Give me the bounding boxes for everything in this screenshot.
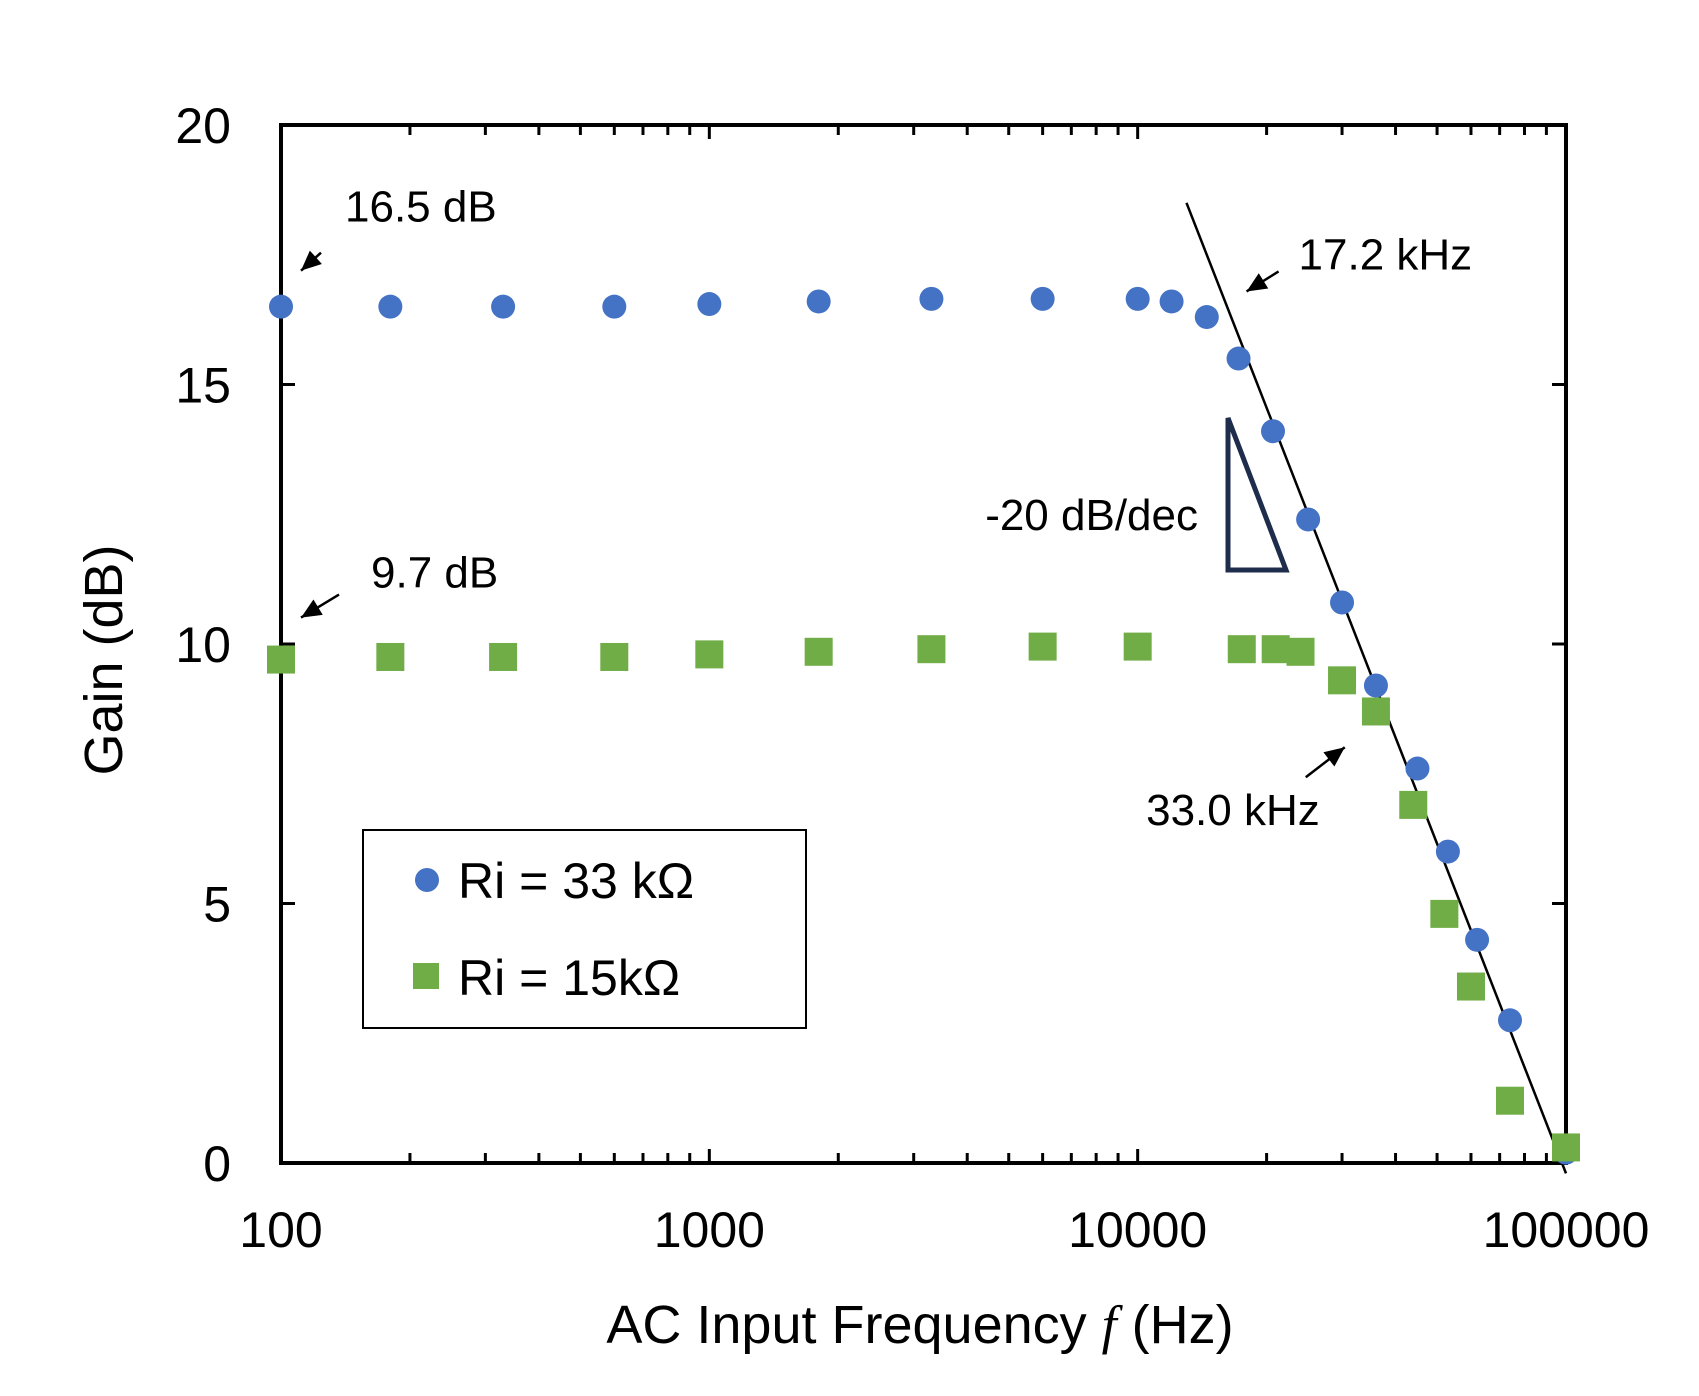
annotation-label: 9.7 dB bbox=[371, 549, 498, 598]
x-tick-label: 1000 bbox=[654, 1202, 765, 1258]
tick-labels: 100 1000 10000 100000 0 5 10 15 20 bbox=[175, 98, 1649, 1258]
slope-triangle: -20 dB/dec bbox=[985, 417, 1290, 573]
data-point-series-1 bbox=[269, 294, 293, 319]
annotation-label: 16.5 dB bbox=[345, 183, 497, 232]
annotation-arrowhead bbox=[301, 250, 322, 271]
data-point-series-2 bbox=[1286, 637, 1315, 666]
data-point-series-1 bbox=[1296, 507, 1321, 532]
legend-box bbox=[362, 829, 807, 1029]
data-point-series-1 bbox=[1435, 839, 1460, 864]
y-tick-label: 5 bbox=[203, 877, 231, 933]
data-point-series-2 bbox=[489, 642, 518, 671]
data-point-series-1 bbox=[1465, 927, 1490, 952]
data-point-series-2 bbox=[1552, 1133, 1580, 1162]
annotation-2: 9.7 dB bbox=[300, 549, 498, 619]
legend-marker-square bbox=[413, 963, 439, 989]
data-point-series-2 bbox=[917, 635, 946, 664]
data-point-series-1 bbox=[602, 294, 627, 319]
data-point-series-1 bbox=[806, 289, 831, 314]
data-point-series-2 bbox=[1328, 666, 1357, 695]
data-point-series-1 bbox=[1363, 673, 1388, 698]
x-tick-label: 100000 bbox=[1483, 1202, 1650, 1258]
legend-marker-circle bbox=[415, 868, 439, 892]
data-point-series-2 bbox=[1495, 1086, 1524, 1115]
data-point-series-2 bbox=[376, 642, 405, 671]
annotation-label: 33.0 kHz bbox=[1146, 786, 1320, 835]
annotation-arrowhead bbox=[1323, 747, 1345, 767]
data-point-series-2 bbox=[1361, 697, 1390, 726]
data-point-series-2 bbox=[1399, 790, 1428, 819]
data-point-series-1 bbox=[1497, 1008, 1522, 1033]
data-point-series-1 bbox=[491, 294, 516, 319]
x-axis-title: AC Input Frequency f (Hz) bbox=[606, 1295, 1233, 1355]
y-tick-label: 15 bbox=[175, 358, 231, 414]
data-point-series-2 bbox=[1430, 899, 1459, 928]
data-markers bbox=[267, 286, 1580, 1165]
annotation-arrowhead bbox=[1246, 273, 1269, 292]
y-tick-label: 0 bbox=[203, 1136, 231, 1192]
data-point-series-1 bbox=[1159, 289, 1184, 314]
data-point-series-2 bbox=[600, 642, 629, 671]
legend: Ri = 33 kΩ Ri = 15kΩ bbox=[362, 829, 807, 1029]
annotation-4: 33.0 kHz bbox=[1146, 746, 1346, 835]
data-point-series-1 bbox=[1030, 286, 1055, 311]
x-axis-title-main: AC Input Frequency bbox=[606, 1295, 1101, 1355]
data-point-series-2 bbox=[804, 637, 833, 666]
legend-label-series-2: Ri = 15kΩ bbox=[458, 950, 680, 1006]
data-point-series-2 bbox=[1227, 635, 1256, 664]
data-point-series-1 bbox=[1330, 590, 1355, 615]
data-point-series-1 bbox=[697, 292, 722, 317]
data-point-series-1 bbox=[919, 286, 944, 311]
x-tick-label: 10000 bbox=[1068, 1202, 1207, 1258]
slope-label: -20 dB/dec bbox=[985, 491, 1198, 540]
y-tick-label: 10 bbox=[175, 617, 231, 673]
data-point-series-1 bbox=[1194, 305, 1219, 330]
annotation-arrowhead bbox=[301, 599, 323, 618]
data-point-series-2 bbox=[1261, 635, 1290, 664]
annotation-label: 17.2 kHz bbox=[1299, 230, 1473, 279]
data-point-series-1 bbox=[378, 294, 403, 319]
data-point-series-1 bbox=[1226, 346, 1251, 371]
data-point-series-1 bbox=[1261, 419, 1286, 444]
slope-triangle-shape bbox=[1225, 417, 1290, 573]
annotations: 16.5 dB 9.7 dB 17.2 kHz 33.0 kHz bbox=[300, 183, 1473, 835]
data-point-series-2 bbox=[1123, 632, 1152, 661]
legend-label-series-1: Ri = 33 kΩ bbox=[458, 853, 694, 909]
annotation-1: 16.5 dB bbox=[300, 183, 497, 272]
data-point-series-2 bbox=[1456, 972, 1485, 1001]
data-point-series-2 bbox=[1028, 632, 1057, 661]
x-tick-label: 100 bbox=[239, 1202, 322, 1258]
data-point-series-2 bbox=[267, 645, 295, 674]
y-tick-label: 20 bbox=[175, 98, 231, 154]
data-point-series-1 bbox=[1405, 756, 1430, 781]
data-point-series-2 bbox=[695, 640, 724, 669]
x-axis-title-unit: (Hz) bbox=[1117, 1295, 1234, 1355]
axis-ticks bbox=[279, 123, 1566, 1165]
y-axis-title: Gain (dB) bbox=[74, 544, 134, 775]
annotation-3: 17.2 kHz bbox=[1245, 230, 1473, 293]
data-point-series-1 bbox=[1125, 286, 1150, 311]
